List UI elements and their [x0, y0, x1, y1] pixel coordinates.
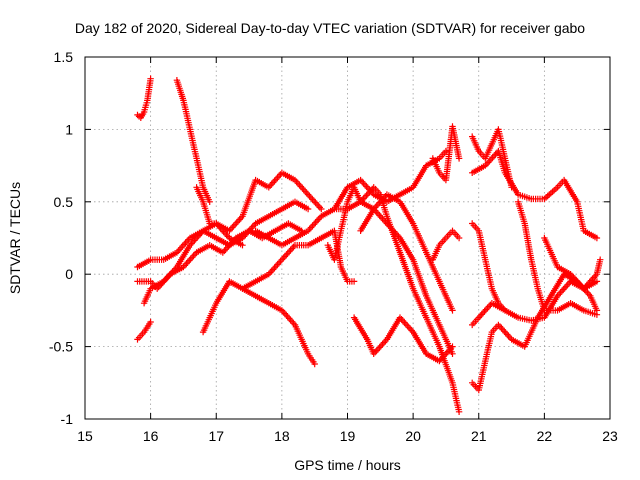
x-tick-label: 16	[143, 428, 159, 444]
y-tick-label: 1	[65, 121, 73, 137]
y-tick-label: 0	[65, 266, 73, 282]
data-point-markers	[429, 227, 463, 263]
series-track-18	[469, 220, 509, 314]
x-tick-label: 18	[274, 428, 290, 444]
series-track-15	[429, 123, 463, 184]
y-axis-label: SDTVAR / TECUs	[7, 182, 23, 294]
series-track-2	[173, 77, 213, 205]
series-track-16	[429, 227, 463, 263]
series-track-5	[140, 169, 325, 307]
x-axis-label: GPS time / hours	[294, 457, 401, 473]
data-point-markers	[469, 147, 601, 242]
series-track-7	[193, 184, 246, 249]
x-tick-label: 15	[77, 428, 93, 444]
series-track-8	[199, 227, 358, 336]
data-point-markers	[140, 169, 325, 307]
series-track-3	[134, 318, 154, 343]
data-point-markers	[331, 184, 463, 415]
data-point-markers	[350, 314, 456, 365]
series-track-12	[331, 184, 463, 415]
data-point-markers	[514, 198, 601, 318]
series-track-23	[541, 234, 604, 292]
series-track-14	[357, 191, 456, 314]
series-track-22	[514, 198, 601, 318]
series-track-21	[469, 271, 601, 394]
data-point-markers	[173, 77, 213, 205]
x-tick-label: 20	[405, 428, 421, 444]
data-point-markers	[469, 271, 601, 394]
x-tick-label: 22	[537, 428, 553, 444]
data-point-markers	[193, 184, 246, 249]
x-tick-label: 21	[471, 428, 487, 444]
data-point-markers	[429, 123, 463, 184]
data-point-markers	[134, 318, 154, 343]
data-point-markers	[199, 227, 358, 336]
chart-title: Day 182 of 2020, Sidereal Day-to-day VTE…	[75, 20, 585, 36]
data-point-markers	[469, 220, 509, 314]
x-tick-label: 17	[208, 428, 224, 444]
data-point-markers	[239, 285, 318, 368]
series-track-1	[134, 75, 154, 121]
series-track-9	[239, 285, 318, 368]
y-tick-label: -0.5	[49, 339, 73, 355]
series-track-13	[350, 314, 456, 365]
y-tick-label: -1	[61, 411, 74, 427]
data-point-markers	[134, 75, 154, 121]
x-tick-label: 19	[340, 428, 356, 444]
x-tick-label: 23	[602, 428, 618, 444]
grid-layer	[85, 57, 610, 419]
data-layer	[134, 75, 604, 415]
data-point-markers	[357, 191, 456, 314]
data-point-markers	[541, 234, 604, 292]
y-tick-label: 1.5	[54, 49, 74, 65]
series-track-19	[469, 147, 601, 242]
y-tick-label: 0.5	[54, 194, 74, 210]
tick-layer: 15 16 17 18 19 20 21 22 23 -1 -0.5 0 0.5 1 1.5	[49, 49, 618, 444]
